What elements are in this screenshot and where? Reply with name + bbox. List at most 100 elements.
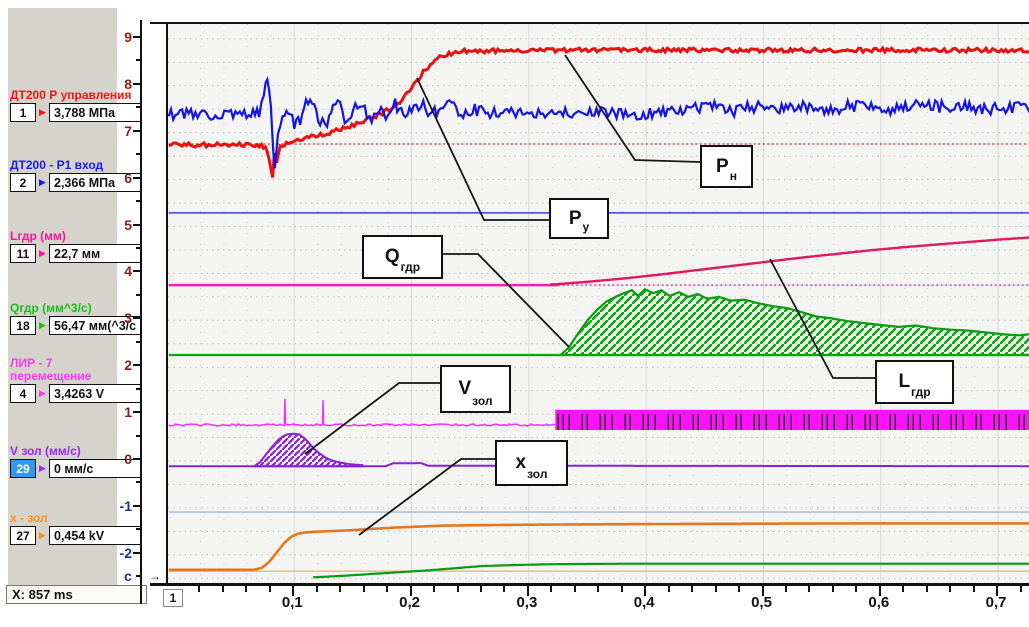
channel-block-27: х - зол 27 ▶ 0,454 kV: [10, 512, 148, 545]
trigger-marker-icon[interactable]: →: [149, 569, 161, 583]
x-tick: [925, 586, 928, 592]
callout-sub-text: у: [582, 220, 590, 234]
trace-vzol-zero-line: [168, 462, 1029, 468]
y-tick: [136, 434, 141, 437]
channel-block-29: V зол (мм/с) 29 ▶ 0 мм/с: [10, 445, 148, 478]
trace-vzol-velocity-area: [251, 432, 364, 468]
callout-main-text: Р: [568, 207, 582, 229]
y-tick: [133, 411, 141, 414]
callout-sub-text: зол: [527, 467, 548, 481]
trace-pu-control-pressure: [168, 75, 1029, 169]
x-tick: [198, 586, 201, 592]
y-tick: [136, 153, 141, 156]
y-tick: [136, 575, 141, 578]
plot-top-border-ledge: [150, 22, 168, 24]
channel-panel: ДТ200 Р управления 1 ▶ 3,788 МПа ДТ200 -…: [8, 8, 141, 585]
x-axis-line: [150, 583, 1029, 586]
channel-label: х - зол: [10, 511, 48, 525]
callout-main-text: Q: [384, 246, 400, 267]
callout-main-text: x: [515, 452, 527, 473]
x-tick: [808, 586, 811, 592]
channel-arrow-button[interactable]: ▶: [39, 388, 46, 398]
x-tick: [714, 586, 717, 592]
callout-line-lgdr: [769, 258, 875, 379]
channel-arrow-button[interactable]: ▶: [39, 320, 46, 330]
callout-line-xzol: [358, 458, 495, 536]
y-tick: [136, 340, 141, 343]
x-tick: [878, 586, 881, 596]
channel-value-display: 2,366 МПа: [49, 173, 141, 192]
x-tick: [949, 586, 952, 592]
y-tick: [136, 481, 141, 484]
channel-number-button[interactable]: 2: [10, 173, 36, 192]
channel-block-2: ДТ200 - Р1 вход 2 ▶ 2,366 МПа: [10, 159, 148, 192]
trace-qgdr-flow-area: [557, 287, 1029, 357]
x-tick: [245, 586, 248, 592]
x-tick: [479, 586, 482, 592]
channel-value-display: 0 мм/с: [49, 459, 141, 478]
trace-green-bottom-trace: [313, 562, 1029, 579]
x-tick: [339, 586, 342, 592]
channel-label: Lгдр (мм): [10, 229, 66, 243]
x-axis-label: 0,2: [399, 594, 421, 611]
channel-arrow-button[interactable]: ▶: [39, 248, 46, 258]
channel-block-18: Qгдр (мм^3/с) 18 ▶ 56,47 мм(^3/с: [10, 302, 148, 335]
x-axis-label: 0,6: [868, 594, 890, 611]
callout-main-text: Р: [716, 155, 729, 177]
y-tick: [133, 270, 141, 273]
callout-label-xzol: x зол: [495, 440, 568, 486]
callout-main-text: V: [458, 378, 472, 399]
x-tick: [409, 586, 412, 596]
x-tick: [597, 586, 600, 592]
x-tick: [620, 586, 623, 592]
channel-arrow-button[interactable]: ▶: [39, 463, 46, 473]
channel-value-display: 22,7 мм: [49, 244, 141, 263]
y-tick: [133, 129, 141, 132]
callout-line-vzol: [304, 382, 440, 455]
y-tick: [136, 200, 141, 203]
channel-number-button[interactable]: 18: [10, 316, 36, 335]
x-tick: [996, 586, 999, 596]
channel-number-button[interactable]: 29: [10, 459, 36, 478]
channel-number-button[interactable]: 11: [10, 244, 36, 263]
channel-arrow-button[interactable]: ▶: [39, 107, 46, 117]
chart-svg: [168, 24, 1029, 585]
channel-number-button[interactable]: 27: [10, 526, 36, 545]
x-tick: [691, 586, 694, 592]
x-tick: [503, 586, 506, 592]
callout-line-pn: [564, 54, 701, 163]
channel-number-button[interactable]: 4: [10, 384, 36, 403]
x-tick: [573, 586, 576, 592]
y-tick: [133, 223, 141, 226]
x-axis-label: 0,4: [633, 594, 655, 611]
x-tick: [550, 586, 553, 592]
x-axis-label: 0,1: [281, 594, 303, 611]
x-tick: [268, 586, 271, 592]
channel-block-1: ДТ200 Р управления 1 ▶ 3,788 МПа: [10, 89, 148, 122]
x-tick: [831, 586, 834, 592]
trace-encoder-band: [555, 409, 1029, 431]
y-tick: [136, 293, 141, 296]
cursor-x-readout: X: 857 ms: [6, 585, 147, 604]
x-tick: [386, 586, 389, 592]
channel-number-button[interactable]: 1: [10, 103, 36, 122]
trace-encoder-baseline: [168, 398, 556, 427]
x-tick: [456, 586, 459, 592]
channel-arrow-button[interactable]: ▶: [39, 530, 46, 540]
channel-label: ЛИР - 7: [10, 356, 53, 370]
callout-sub-text: гдр: [400, 260, 421, 274]
x-tick: [784, 586, 787, 592]
callout-line-pu: [416, 77, 549, 221]
y-tick: [133, 504, 141, 507]
y-tick: [133, 35, 141, 38]
channel-block-4: ЛИР - 7 перемещение 4 ▶ 3,4263 V: [10, 357, 148, 403]
x-tick: [315, 586, 318, 592]
channel-arrow-button[interactable]: ▶: [39, 177, 46, 187]
channel-label: ДТ200 - Р1 вход: [10, 158, 104, 172]
x-tick: [1019, 586, 1022, 592]
y-tick: [133, 82, 141, 85]
